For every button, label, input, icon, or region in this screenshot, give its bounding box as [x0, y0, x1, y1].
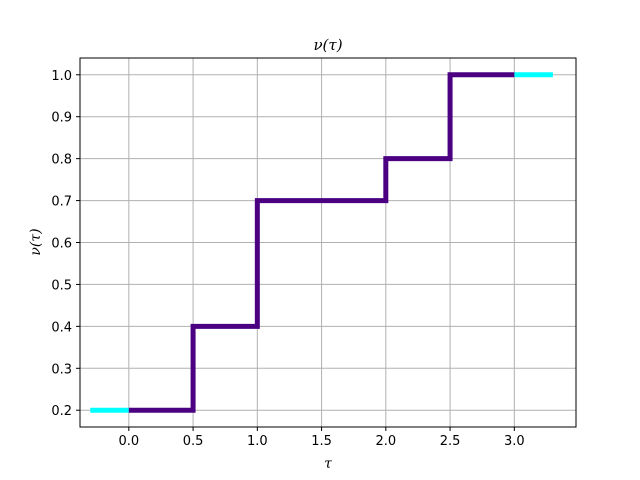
- x-tick-label: 1.0: [247, 434, 268, 449]
- y-axis-ticks: 0.2 0.3 0.4 0.5 0.6 0.7 0.8 0.9 1.0: [51, 69, 80, 419]
- x-tick-label: 3.0: [504, 434, 525, 449]
- y-tick-label: 0.2: [51, 404, 72, 419]
- y-axis-label: ν(τ): [28, 228, 44, 255]
- y-tick-label: 0.7: [51, 195, 72, 210]
- y-tick-label: 0.4: [51, 320, 72, 335]
- plot-series: [90, 72, 553, 413]
- grid: [80, 58, 576, 427]
- x-tick-label: 0.5: [183, 434, 204, 449]
- x-tick-label: 0.0: [118, 434, 139, 449]
- y-tick-label: 0.5: [51, 278, 72, 293]
- y-tick-label: 0.6: [51, 237, 72, 252]
- y-tick-label: 0.3: [51, 362, 72, 377]
- x-tick-label: 2.0: [375, 434, 396, 449]
- x-axis-ticks: 0.0 0.5 1.0 1.5 2.0 2.5 3.0: [118, 427, 525, 449]
- x-axis-label: τ: [324, 456, 332, 472]
- y-tick-label: 0.8: [51, 153, 72, 168]
- y-tick-label: 0.9: [51, 111, 72, 126]
- x-tick-label: 2.5: [440, 434, 461, 449]
- chart-title: ν(τ): [313, 36, 342, 54]
- y-tick-label: 1.0: [51, 69, 72, 84]
- x-tick-label: 1.5: [311, 434, 332, 449]
- step-series-line: [128, 72, 515, 413]
